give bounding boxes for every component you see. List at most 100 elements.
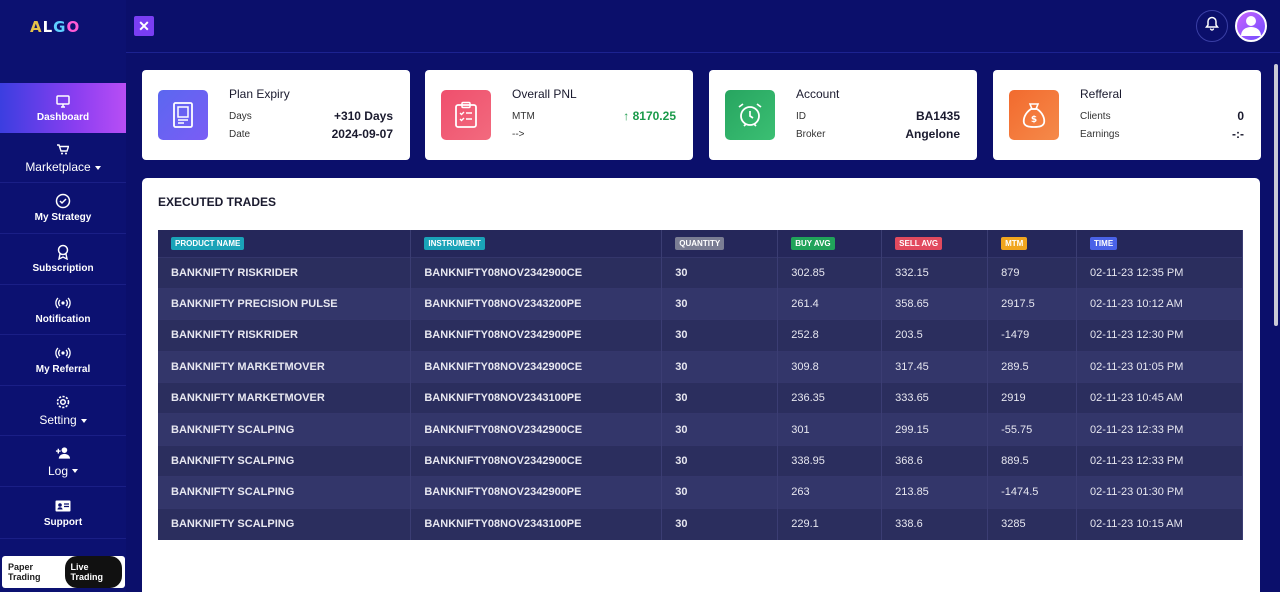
table-cell: 30 (661, 256, 779, 289)
table-row[interactable]: BANKNIFTY SCALPING BANKNIFTY08NOV2342900C… (158, 444, 1243, 477)
sidebar-item-notification[interactable]: Notification (0, 285, 126, 335)
card-value: +310 Days (333, 109, 393, 123)
table-row[interactable]: BANKNIFTY MARKETMOVER BANKNIFTY08NOV23431… (158, 382, 1243, 414)
trades-table: PRODUCT NAME INSTRUMENT QUANTITY BUY AVG SEL… (158, 230, 1243, 540)
table-cell: 368.6 (881, 444, 989, 477)
arrow-up-icon: ↑ (623, 109, 630, 123)
sidebar: ALGO Dashboard Marketplace My Strategy S… (0, 0, 126, 592)
table-cell: BANKNIFTY MARKETMOVER (158, 350, 412, 383)
column-header[interactable]: MTM (987, 230, 1078, 257)
executed-trades-panel: EXECUTED TRADES PRODUCT NAME INSTRUMENT QU… (142, 178, 1260, 592)
overall-pnl-card: Overall PNL MTM ↑ 8170.25 --> (425, 70, 693, 160)
table-cell: 30 (661, 350, 779, 383)
user-avatar[interactable] (1235, 10, 1267, 42)
table-cell: 30 (661, 319, 779, 352)
sidebar-item-label: My Referral (35, 364, 91, 375)
cart-icon (55, 141, 71, 157)
table-row[interactable]: BANKNIFTY MARKETMOVER BANKNIFTY08NOV23429… (158, 350, 1243, 383)
table-row[interactable]: BANKNIFTY SCALPING BANKNIFTY08NOV2342900P… (158, 476, 1243, 509)
table-row[interactable]: BANKNIFTY SCALPING BANKNIFTY08NOV2342900C… (158, 413, 1243, 446)
column-header-label: TIME (1090, 236, 1118, 250)
close-icon: ✕ (138, 17, 150, 34)
paper-trading-option[interactable]: Paper Trading (8, 562, 41, 582)
table-cell: BANKNIFTY SCALPING (158, 507, 412, 540)
sidebar-item-support[interactable]: Support (0, 487, 126, 539)
card-key: Earnings (1080, 129, 1120, 140)
column-header[interactable]: TIME (1076, 230, 1243, 257)
id-card-icon (55, 498, 71, 514)
table-cell: 02-11-23 10:15 AM (1076, 507, 1243, 540)
svg-text:$: $ (1031, 115, 1037, 125)
gear-icon (55, 394, 71, 410)
table-cell: 30 (661, 444, 779, 477)
panel-title: EXECUTED TRADES (158, 195, 277, 209)
table-cell: BANKNIFTY PRECISION PULSE (158, 287, 412, 320)
table-cell: BANKNIFTY MARKETMOVER (158, 382, 412, 414)
card-key: Days (229, 111, 252, 122)
check-circle-icon (55, 193, 71, 209)
chevron-down-icon (72, 469, 79, 474)
table-cell: 317.45 (881, 350, 989, 383)
header-divider (126, 52, 1280, 53)
card-title: Account (796, 87, 840, 101)
app-logo[interactable]: ALGO (30, 18, 81, 36)
table-header-row: PRODUCT NAME INSTRUMENT QUANTITY BUY AVG SEL… (158, 230, 1243, 257)
table-cell: 30 (661, 382, 779, 414)
table-cell: 02-11-23 01:05 PM (1076, 350, 1243, 383)
card-value: 0 (1237, 109, 1244, 123)
sidebar-item-my-strategy[interactable]: My Strategy (0, 183, 126, 234)
table-row[interactable]: BANKNIFTY RISKRIDER BANKNIFTY08NOV2342900… (158, 256, 1243, 289)
live-trading-option[interactable]: Live Trading (64, 556, 122, 588)
bell-icon (1205, 16, 1219, 36)
table-cell: BANKNIFTY08NOV2342900PE (410, 476, 663, 509)
notifications-button[interactable] (1196, 10, 1228, 42)
table-cell: -1474.5 (987, 476, 1078, 509)
table-cell: 302.85 (777, 256, 883, 289)
pnl-value: ↑ 8170.25 (623, 109, 676, 123)
sidebar-item-setting[interactable]: Setting (0, 386, 126, 436)
sidebar-item-dashboard[interactable]: Dashboard (0, 83, 126, 133)
table-cell: 203.5 (881, 319, 989, 352)
column-header-label: INSTRUMENT (424, 236, 485, 250)
sidebar-item-log[interactable]: Log (0, 436, 126, 487)
sidebar-item-marketplace[interactable]: Marketplace (0, 133, 126, 183)
table-row[interactable]: BANKNIFTY SCALPING BANKNIFTY08NOV2343100P… (158, 507, 1243, 540)
broadcast-icon (55, 345, 71, 361)
column-header[interactable]: PRODUCT NAME (158, 230, 412, 257)
column-header[interactable]: INSTRUMENT (410, 230, 663, 257)
chevron-down-icon (94, 165, 101, 170)
sidebar-item-label: Setting (39, 413, 77, 427)
table-cell: 2919 (987, 382, 1078, 414)
alarm-clock-icon (725, 90, 775, 140)
table-row[interactable]: BANKNIFTY RISKRIDER BANKNIFTY08NOV2342900… (158, 319, 1243, 352)
plan-expiry-card: Plan Expiry Days +310 Days Date 2024-09-… (142, 70, 410, 160)
sidebar-item-label: My Strategy (34, 212, 92, 223)
table-cell: BANKNIFTY RISKRIDER (158, 319, 412, 352)
table-cell: BANKNIFTY SCALPING (158, 476, 412, 509)
column-header-label: BUY AVG (791, 236, 835, 250)
table-cell: 2917.5 (987, 287, 1078, 320)
sidebar-item-my-referral[interactable]: My Referral (0, 335, 126, 386)
sidebar-item-label: Dashboard (36, 112, 90, 123)
card-title: Plan Expiry (229, 87, 290, 101)
column-header[interactable]: QUANTITY (661, 230, 779, 257)
receipt-icon (158, 90, 208, 140)
table-cell: 299.15 (881, 413, 989, 446)
table-cell: 30 (661, 287, 779, 320)
table-cell: BANKNIFTY08NOV2342900PE (410, 319, 663, 352)
table-row[interactable]: BANKNIFTY PRECISION PULSE BANKNIFTY08NOV2… (158, 287, 1243, 320)
page-scrollbar[interactable] (1274, 64, 1278, 326)
badge-icon (55, 244, 71, 260)
table-cell: 30 (661, 413, 779, 446)
trading-mode-toggle[interactable]: Paper Trading Live Trading (2, 556, 125, 588)
column-header[interactable]: BUY AVG (777, 230, 883, 257)
close-sidebar-button[interactable]: ✕ (134, 16, 154, 36)
referral-card: $ Refferal Clients 0 Earnings -:- (993, 70, 1261, 160)
table-cell: -1479 (987, 319, 1078, 352)
table-cell: BANKNIFTY RISKRIDER (158, 256, 412, 289)
column-header[interactable]: SELL AVG (881, 230, 989, 257)
card-key: Date (229, 129, 251, 140)
sidebar-item-subscription[interactable]: Subscription (0, 234, 126, 285)
monitor-icon (55, 93, 71, 109)
table-cell: 02-11-23 10:12 AM (1076, 287, 1243, 320)
